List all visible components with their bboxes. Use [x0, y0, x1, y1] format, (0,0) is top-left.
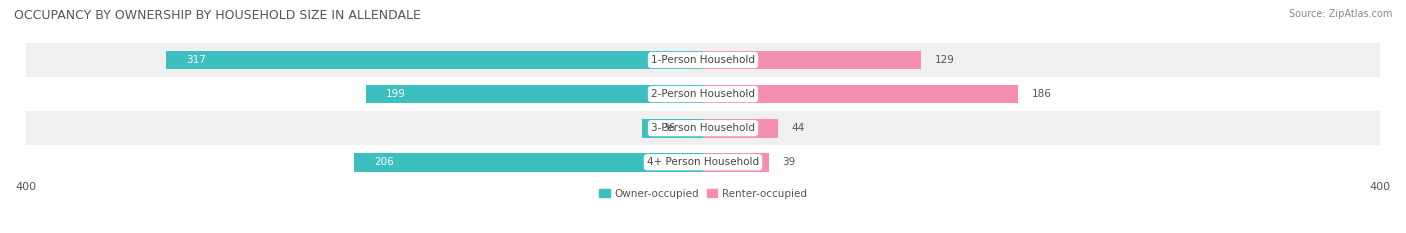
Text: 129: 129	[935, 55, 955, 65]
Text: 4+ Person Household: 4+ Person Household	[647, 157, 759, 167]
Text: 186: 186	[1032, 89, 1052, 99]
Bar	[366, 85, 703, 103]
Legend: Owner-occupied, Renter-occupied: Owner-occupied, Renter-occupied	[599, 188, 807, 199]
Bar	[354, 153, 703, 171]
Text: 2-Person Household: 2-Person Household	[651, 89, 755, 99]
Bar	[703, 119, 778, 137]
Bar	[25, 77, 1381, 111]
Text: 44: 44	[792, 123, 804, 133]
Text: 3-Person Household: 3-Person Household	[651, 123, 755, 133]
Bar	[25, 111, 1381, 145]
Text: OCCUPANCY BY OWNERSHIP BY HOUSEHOLD SIZE IN ALLENDALE: OCCUPANCY BY OWNERSHIP BY HOUSEHOLD SIZE…	[14, 9, 420, 22]
Text: 1-Person Household: 1-Person Household	[651, 55, 755, 65]
Text: Source: ZipAtlas.com: Source: ZipAtlas.com	[1288, 9, 1392, 19]
Text: 39: 39	[783, 157, 796, 167]
Bar	[25, 43, 1381, 77]
Bar	[703, 51, 921, 69]
Text: 36: 36	[662, 123, 676, 133]
Bar	[25, 145, 1381, 179]
Text: 206: 206	[374, 157, 394, 167]
Bar	[703, 153, 769, 171]
Bar	[703, 85, 1018, 103]
Text: 317: 317	[187, 55, 207, 65]
Text: 199: 199	[387, 89, 406, 99]
Bar	[643, 119, 703, 137]
Bar	[166, 51, 703, 69]
